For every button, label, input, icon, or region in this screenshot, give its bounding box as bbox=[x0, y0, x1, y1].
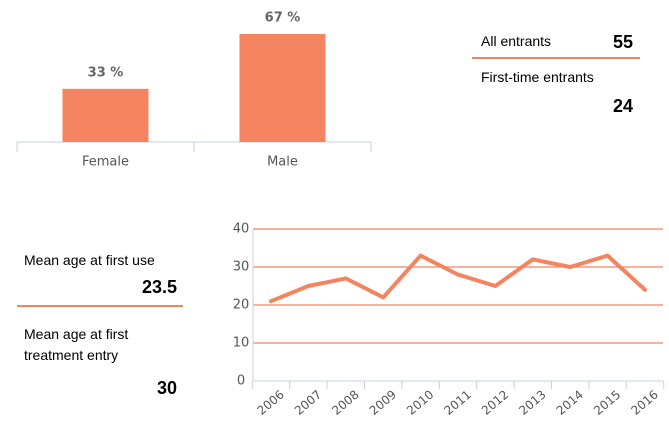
stat-value: 55 bbox=[612, 32, 633, 52]
x-tick-label: 2007 bbox=[292, 387, 324, 417]
x-tick-label: 2006 bbox=[254, 387, 286, 417]
y-tick-label: 40 bbox=[233, 222, 250, 237]
divider bbox=[17, 305, 183, 307]
line bbox=[269, 253, 647, 304]
stat-value: 23.5 bbox=[141, 277, 177, 297]
stat-value: 30 bbox=[156, 378, 177, 398]
x-tick-label: 2016 bbox=[628, 387, 660, 417]
x-tick-label: 2010 bbox=[404, 387, 436, 417]
x-tick-label: 2011 bbox=[441, 387, 473, 417]
data-label: 67 % bbox=[265, 11, 301, 26]
stat-label: Mean age at first treatment entry bbox=[24, 326, 129, 363]
stat-label: First-time entrants bbox=[481, 69, 594, 85]
bar bbox=[62, 88, 149, 142]
y-tick-label: 30 bbox=[233, 260, 250, 275]
bar bbox=[239, 34, 326, 142]
x-tick-label: 2013 bbox=[516, 387, 548, 417]
x-tick-label: 2014 bbox=[554, 387, 586, 417]
divider bbox=[472, 57, 640, 59]
y-tick-label: 20 bbox=[233, 298, 250, 313]
stat-label: Mean age at first use bbox=[24, 252, 155, 268]
x-tick-label: 2009 bbox=[367, 387, 399, 417]
x-tick-label: 2015 bbox=[591, 387, 623, 417]
x-tick-label: 2008 bbox=[329, 387, 361, 417]
x-tick-label: Female bbox=[82, 155, 129, 170]
data-label: 33 % bbox=[88, 65, 124, 80]
x-tick-label: Male bbox=[267, 155, 298, 170]
y-tick-label: 0 bbox=[237, 374, 245, 389]
x-tick-label: 2012 bbox=[479, 387, 511, 417]
y-tick-label: 10 bbox=[233, 336, 250, 351]
stat-label: All entrants bbox=[481, 33, 552, 49]
stat-value: 24 bbox=[612, 96, 633, 116]
